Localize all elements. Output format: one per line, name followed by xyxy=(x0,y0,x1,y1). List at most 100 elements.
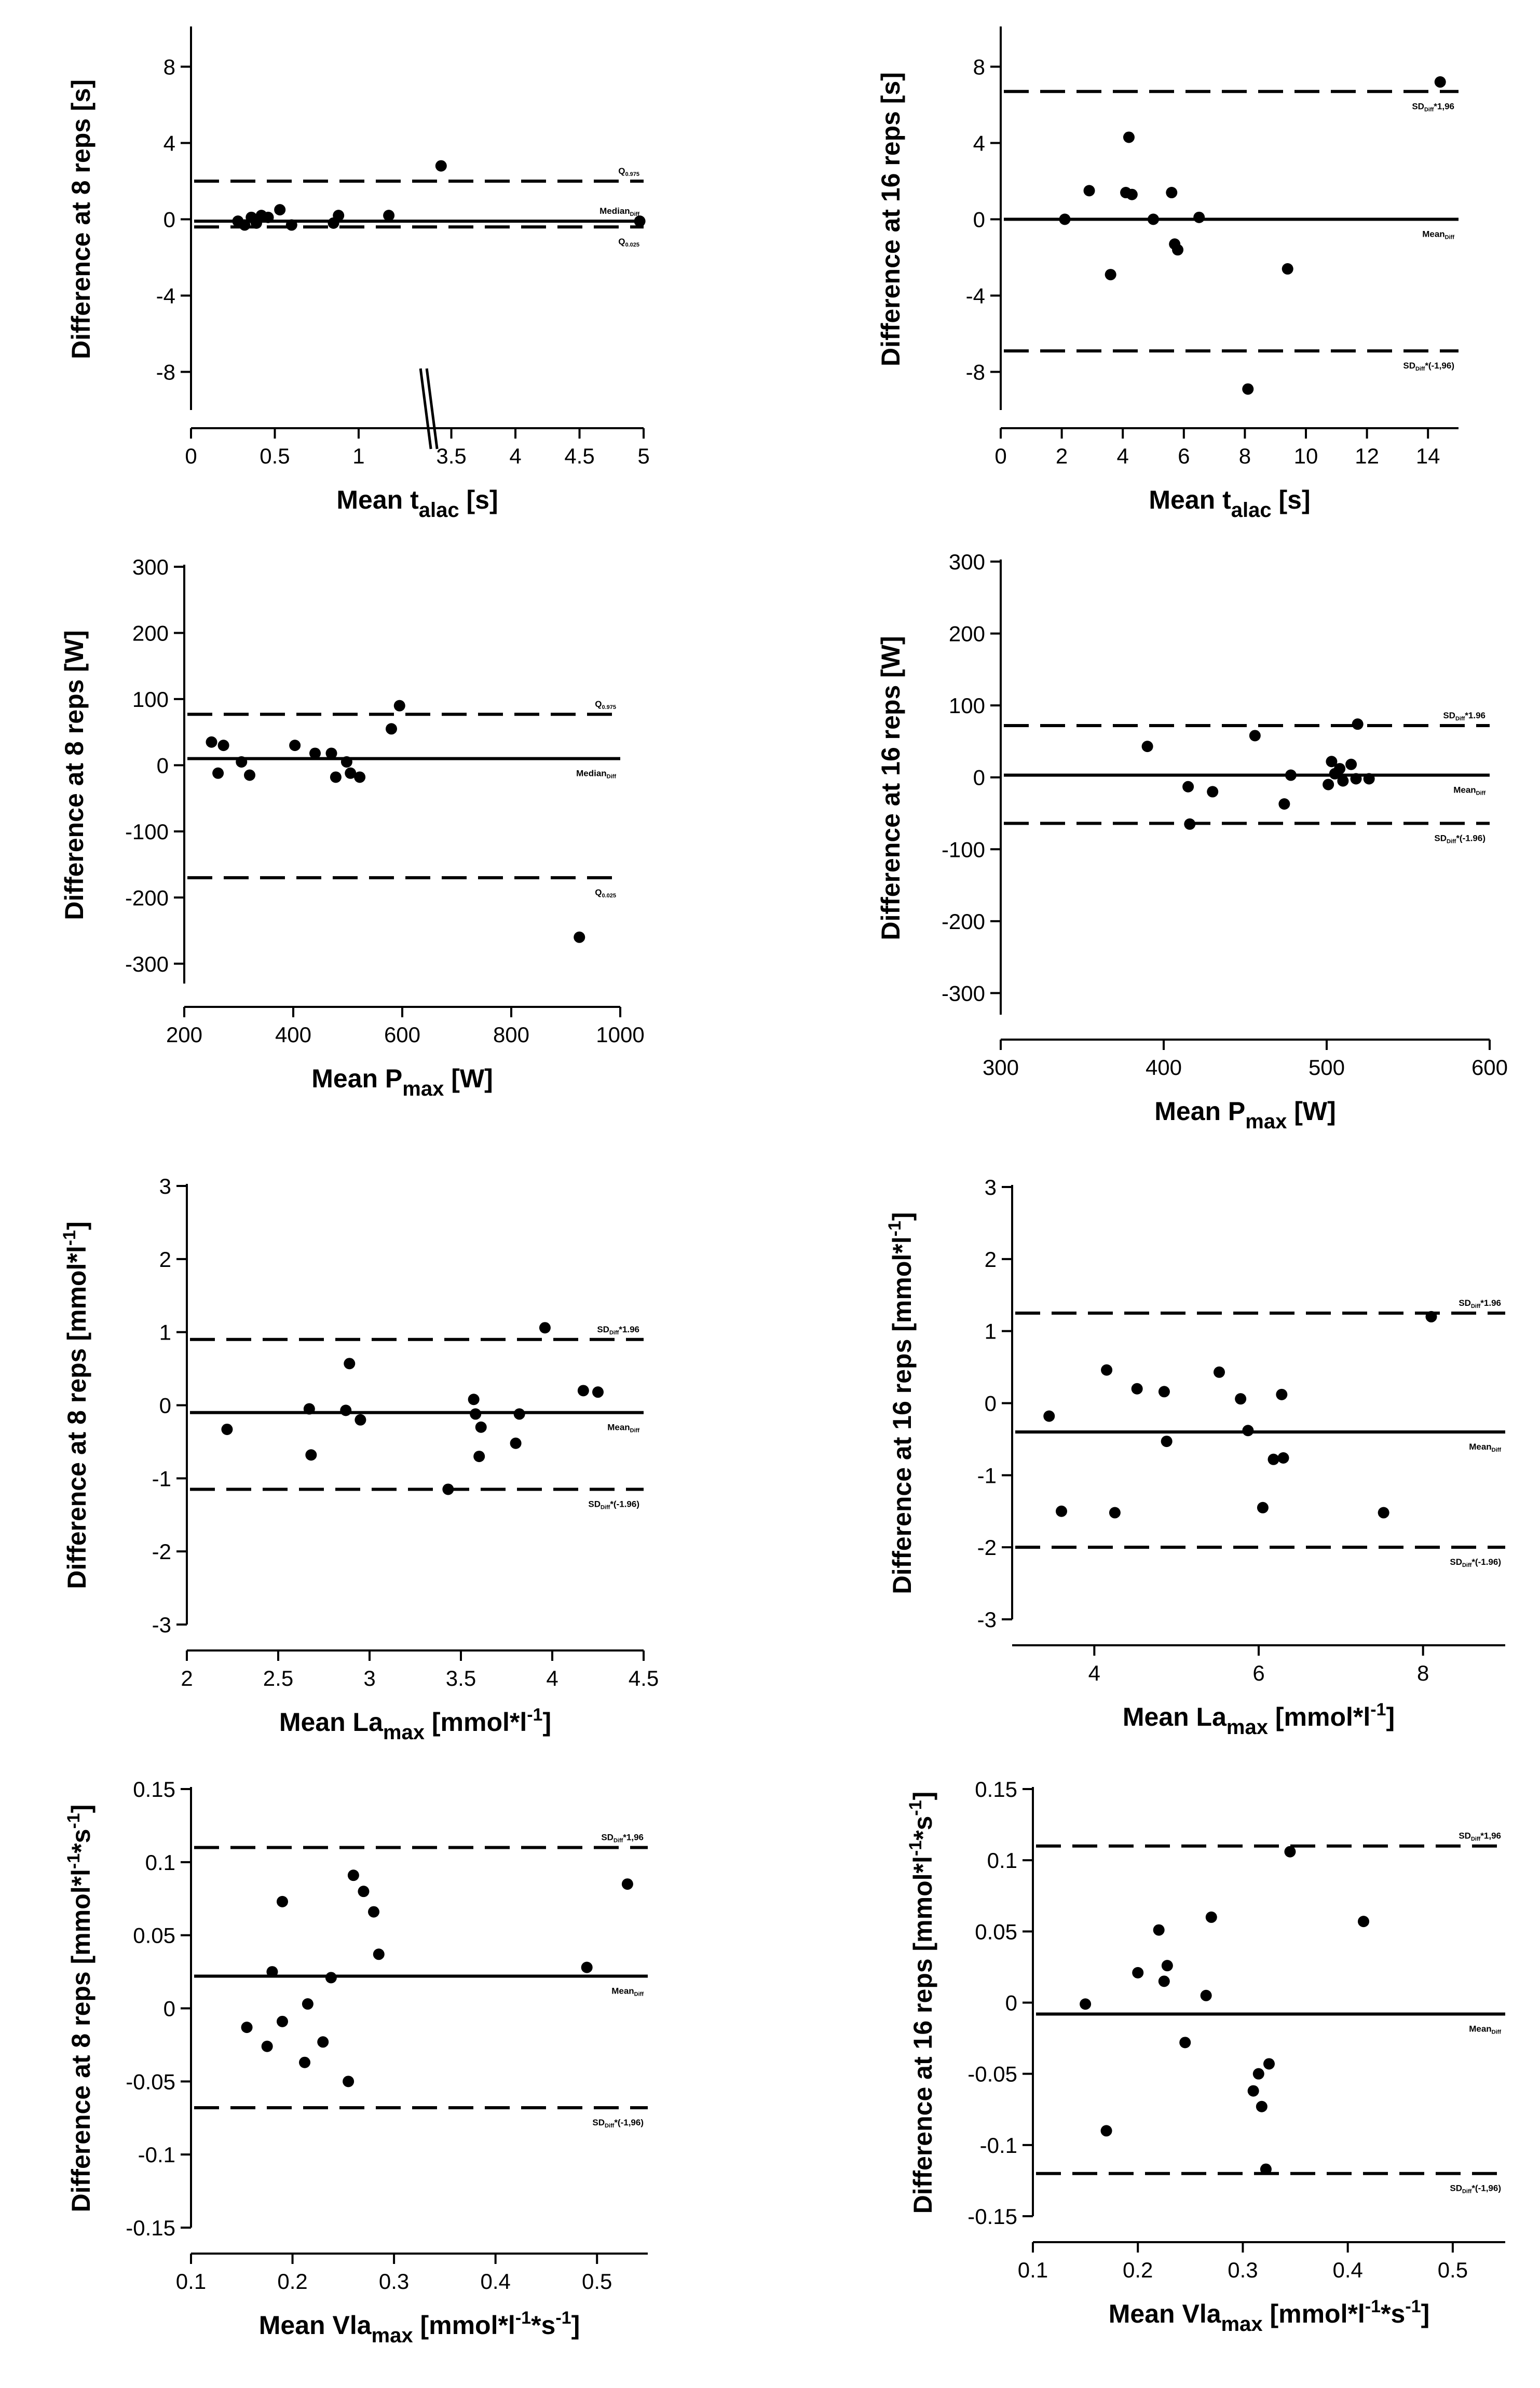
data-point xyxy=(1148,213,1159,225)
panel-vlamax-16: -0.15 -0.1 -0.05 0 0.05 0.1 0.15 0.1 0.2 0.3 0.4 0.… xyxy=(906,1777,1505,2336)
x-tick-label: 0.1 xyxy=(176,2269,206,2294)
x-tick-label: 4.5 xyxy=(564,444,594,468)
data-point xyxy=(358,1886,370,1898)
reference-label: Q0.975 xyxy=(595,699,616,711)
x-axis-title-main: Mean t xyxy=(1149,485,1231,514)
reference-label-main: Mean xyxy=(611,1986,634,1996)
data-point xyxy=(1257,1502,1269,1513)
data-point xyxy=(1282,263,1293,275)
reference-label-sub: Diff xyxy=(1447,838,1456,844)
y-tick-label: -100 xyxy=(125,820,169,844)
reference-label-main: SD xyxy=(592,2118,605,2127)
data-point xyxy=(325,747,337,759)
y-tick-label: 0.1 xyxy=(145,1850,175,1875)
data-point xyxy=(1126,188,1138,200)
x-axis-title-end: ] xyxy=(1421,2299,1430,2328)
x-axis-title-unit: [s] xyxy=(459,485,498,514)
x-axis-title-unit: [W] xyxy=(1287,1097,1335,1126)
reference-label: MeanDiff xyxy=(1422,229,1454,241)
y-tick-label: -0.05 xyxy=(126,2069,175,2094)
x-axis-title-end: ] xyxy=(571,2311,580,2340)
reference-label-sub: 0.975 xyxy=(625,171,639,178)
data-point xyxy=(1109,1507,1121,1519)
x-axis-title-sup: -1 xyxy=(1365,2297,1381,2316)
reference-label-sub: 0.025 xyxy=(602,893,616,899)
y-tick-label: -2 xyxy=(977,1535,997,1560)
data-point xyxy=(1161,1436,1173,1448)
x-axis-title-sub: max xyxy=(1221,2313,1263,2336)
data-point xyxy=(1242,383,1254,395)
data-point xyxy=(340,756,352,768)
x-tick-label: 0.1 xyxy=(1018,2258,1048,2282)
reference-label: SDDiff*(-1.96) xyxy=(1450,1557,1501,1568)
data-point xyxy=(1277,1452,1289,1464)
x-axis-title-unit: [s] xyxy=(1272,485,1311,514)
data-point xyxy=(368,1906,379,1918)
x-tick-label: 4 xyxy=(1088,1661,1100,1685)
y-axis-title-sup: -1 xyxy=(60,1230,79,1246)
y-tick-label: -2 xyxy=(152,1539,171,1564)
reference-label: SDDiff*(-1,96) xyxy=(592,2118,644,2129)
data-point xyxy=(206,736,217,748)
reference-label-main: Median xyxy=(576,769,607,779)
x-tick-label: 0.2 xyxy=(1123,2258,1153,2282)
data-point xyxy=(241,2022,253,2034)
reference-label-main: Q xyxy=(595,699,602,709)
data-point xyxy=(1059,213,1071,225)
data-point xyxy=(347,1870,359,1881)
data-point xyxy=(1363,773,1375,785)
x-tick-label: 0 xyxy=(185,444,197,468)
reference-label-sub: Diff xyxy=(1424,106,1434,113)
y-axis-title-main: Difference at 8 reps [W] xyxy=(60,630,89,920)
x-axis-title-sup2: -1 xyxy=(1405,2297,1421,2316)
y-axis-title: Difference at 8 reps [mmol*l-1] xyxy=(60,1221,91,1589)
x-axis-title-mid: *s xyxy=(531,2311,555,2340)
y-tick-label: 0.05 xyxy=(975,1919,1017,1944)
reference-label: MedianDiff xyxy=(576,769,616,780)
y-tick-label: 100 xyxy=(132,687,169,712)
x-axis-title-end: ] xyxy=(1386,1702,1395,1731)
x-axis-title-mid: *s xyxy=(1381,2299,1405,2328)
x-tick-label: 3 xyxy=(363,1666,375,1690)
x-tick-label: 300 xyxy=(983,1055,1019,1080)
data-point xyxy=(468,1394,480,1405)
data-point xyxy=(621,1878,633,1890)
data-point xyxy=(592,1386,604,1398)
x-tick-label: 8 xyxy=(1417,1661,1429,1685)
x-axis-title-sup: -1 xyxy=(515,2308,531,2328)
x-axis-title: Mean Lamax [mmol*l-1] xyxy=(279,1705,551,1744)
y-tick-label: -0.15 xyxy=(967,2204,1017,2229)
data-point xyxy=(1260,2163,1272,2175)
reference-label: SDDiff*1,96 xyxy=(1412,101,1454,113)
y-tick-label: -4 xyxy=(156,284,175,308)
data-point xyxy=(1153,1924,1165,1936)
x-tick-label: 10 xyxy=(1294,444,1318,468)
data-point xyxy=(383,210,395,222)
data-point xyxy=(1326,756,1338,768)
reference-label: MeanDiff xyxy=(1453,785,1486,797)
data-point xyxy=(1080,1998,1092,2010)
reference-label-main: Mean xyxy=(1469,1442,1491,1452)
data-point xyxy=(317,2036,329,2048)
data-point xyxy=(1352,718,1364,730)
reference-label-factor: *(-1.96) xyxy=(610,1499,639,1509)
reference-label: SDDiff*(-1.96) xyxy=(588,1499,639,1510)
y-tick-label: 0.1 xyxy=(987,1848,1017,1873)
data-point xyxy=(1337,775,1349,787)
axis-break-mark xyxy=(425,368,439,449)
y-tick-label: 0 xyxy=(159,1394,171,1418)
data-point xyxy=(212,767,224,779)
y-tick-label: 0 xyxy=(985,1391,997,1416)
data-point xyxy=(289,740,301,752)
data-point xyxy=(581,1961,593,1973)
data-point xyxy=(442,1483,454,1495)
reference-label-main: SD xyxy=(1412,101,1424,111)
y-tick-label: 0 xyxy=(163,1997,175,2021)
y-axis-title-main: Difference at 16 reps [mmol*l xyxy=(888,1236,917,1594)
y-tick-label: -300 xyxy=(125,952,169,976)
reference-label-main: SD xyxy=(601,1833,614,1843)
data-point xyxy=(577,1385,589,1397)
y-tick-label: -8 xyxy=(156,360,175,385)
